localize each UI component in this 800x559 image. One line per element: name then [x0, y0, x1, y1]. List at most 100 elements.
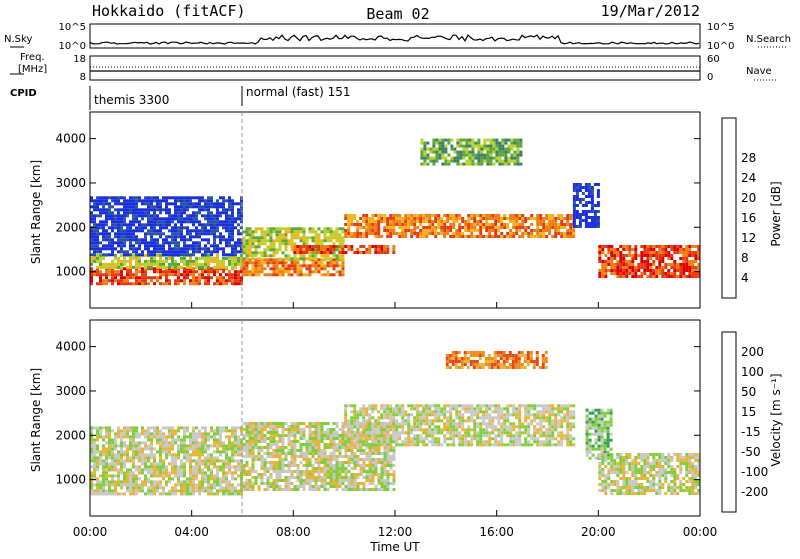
- power-cell-3: [282, 273, 285, 276]
- power-cell-0: [141, 270, 144, 273]
- power-cell-2: [159, 244, 162, 247]
- velocity-cell-1: [294, 455, 297, 458]
- velocity-cell-1: [357, 449, 360, 452]
- velocity-cell-0: [207, 477, 210, 480]
- power-cell-1: [186, 263, 189, 266]
- velocity-cell-0: [96, 477, 99, 480]
- velocity-cell-0: [99, 474, 102, 477]
- velocity-cell-1: [315, 422, 318, 425]
- power-cell-2: [93, 229, 96, 232]
- power-cell-3: [258, 261, 261, 264]
- velocity-cell-0: [150, 450, 153, 453]
- power-cell-4: [309, 254, 312, 257]
- velocity-cell-0: [159, 459, 162, 462]
- power-colorbar-tick-3: 16: [741, 211, 756, 225]
- velocity-cell-0: [210, 462, 213, 465]
- velocity-cell-0: [102, 489, 105, 492]
- velocity-cell-1: [273, 440, 276, 443]
- velocity-cell-2: [344, 434, 347, 437]
- power-cell-0: [102, 282, 105, 285]
- power-cell-6: [395, 232, 398, 235]
- velocity-cell-1: [303, 422, 306, 425]
- power-cell-6: [395, 214, 398, 217]
- velocity-cell-2: [350, 437, 353, 440]
- velocity-cell-0: [237, 483, 240, 486]
- power-cell-7: [510, 160, 513, 163]
- velocity-cell-0: [204, 450, 207, 453]
- power-cell-9: [685, 248, 688, 251]
- power-cell-0: [234, 279, 237, 282]
- power-cell-0: [198, 282, 201, 285]
- power-cell-9: [598, 254, 601, 257]
- velocity-cell-1: [384, 482, 387, 485]
- power-cell-2: [123, 244, 126, 247]
- power-cell-7: [426, 148, 429, 151]
- power-cell-3: [291, 264, 294, 267]
- velocity-cell-0: [219, 432, 222, 435]
- power-cell-1: [237, 257, 240, 260]
- power-cell-9: [610, 263, 613, 266]
- velocity-cell-2: [356, 425, 359, 428]
- power-cell-9: [664, 263, 667, 266]
- velocity-cell-0: [183, 435, 186, 438]
- power-cell-7: [456, 154, 459, 157]
- velocity-cell-0: [207, 468, 210, 471]
- power-cell-6: [449, 226, 452, 229]
- velocity-cell-1: [348, 446, 351, 449]
- power-cell-1: [171, 257, 174, 260]
- velocity-cell-1: [303, 485, 306, 488]
- velocity-cell-1: [279, 488, 282, 491]
- power-cell-6: [557, 232, 560, 235]
- velocity-cell-1: [297, 428, 300, 431]
- velocity-cell-1: [288, 434, 291, 437]
- velocity-cell-0: [138, 435, 141, 438]
- power-cell-9: [628, 263, 631, 266]
- power-cell-9: [685, 257, 688, 260]
- velocity-cell-0: [165, 438, 168, 441]
- power-cell-3: [342, 267, 345, 270]
- velocity-cell-0: [201, 450, 204, 453]
- velocity-cell-0: [111, 474, 114, 477]
- power-cell-2: [111, 229, 114, 232]
- power-cell-0: [204, 276, 207, 279]
- power-cell-1: [216, 263, 219, 266]
- power-cell-6: [536, 217, 539, 220]
- power-cell-8: [585, 222, 588, 225]
- velocity-cell-1: [366, 488, 369, 491]
- power-cell-6: [377, 223, 380, 226]
- power-cell-2: [231, 244, 234, 247]
- power-cell-2: [228, 214, 231, 217]
- power-cell-7: [462, 163, 465, 166]
- velocity-cell-1: [351, 455, 354, 458]
- power-cell-2: [219, 235, 222, 238]
- power-cell-4: [291, 242, 294, 245]
- power-cell-7: [465, 139, 468, 142]
- power-cell-7: [450, 160, 453, 163]
- velocity-cell-1: [261, 434, 264, 437]
- power-cell-2: [180, 250, 183, 253]
- power-cell-9: [685, 263, 688, 266]
- velocity-cell-2: [386, 422, 389, 425]
- power-cell-5: [341, 245, 344, 248]
- power-cell-6: [455, 214, 458, 217]
- velocity-cell-0: [114, 474, 117, 477]
- power-cell-4: [333, 236, 336, 239]
- velocity-cell-1: [246, 446, 249, 449]
- power-cell-5: [368, 251, 371, 254]
- velocity-cell-1: [249, 479, 252, 482]
- velocity-cell-0: [210, 483, 213, 486]
- velocity-cell-0: [171, 429, 174, 432]
- velocity-cell-1: [327, 461, 330, 464]
- power-cell-2: [180, 202, 183, 205]
- power-cell-2: [117, 235, 120, 238]
- power-cell-2: [162, 232, 165, 235]
- velocity-cell-1: [393, 452, 396, 455]
- velocity-cell-2: [401, 422, 404, 425]
- power-cell-2: [147, 205, 150, 208]
- power-cell-8: [597, 192, 600, 195]
- velocity-cell-0: [153, 474, 156, 477]
- power-cell-9: [664, 254, 667, 257]
- velocity-cell-1: [318, 470, 321, 473]
- velocity-cell-1: [273, 422, 276, 425]
- power-cell-2: [213, 250, 216, 253]
